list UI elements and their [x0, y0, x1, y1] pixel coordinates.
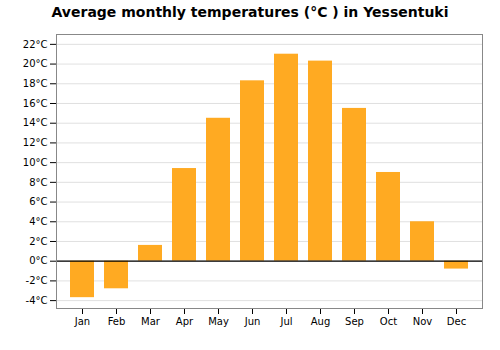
svg-text:Mar: Mar [141, 316, 161, 327]
svg-text:Apr: Apr [176, 316, 194, 327]
svg-text:Jul: Jul [279, 316, 292, 327]
svg-text:6°C: 6°C [29, 196, 47, 207]
html-text:Average monthly temperatures (: Average monthly temperatures (°C ) in Ye… [51, 4, 449, 20]
svg-text:Oct: Oct [380, 316, 397, 327]
svg-text:18°C: 18°C [23, 78, 48, 89]
svg-text:14°C: 14°C [23, 117, 48, 128]
svg-text:2°C: 2°C [29, 236, 47, 247]
svg-text:Dec: Dec [447, 316, 466, 327]
svg-text:22°C: 22°C [23, 39, 48, 50]
svg-text:16°C: 16°C [23, 98, 48, 109]
svg-text:Feb: Feb [108, 316, 126, 327]
svg-text:Nov: Nov [413, 316, 433, 327]
svg-text:12°C: 12°C [23, 137, 48, 148]
svg-text:-4°C: -4°C [26, 295, 48, 306]
svg-text:4°C: 4°C [29, 216, 47, 227]
svg-text:May: May [208, 316, 229, 327]
svg-text:Jan: Jan [74, 316, 90, 327]
svg-text:20°C: 20°C [23, 58, 48, 69]
svg-text:Sep: Sep [345, 316, 364, 327]
svg-text:0°C: 0°C [29, 255, 47, 266]
svg-text:Jun: Jun [244, 316, 261, 327]
svg-text:10°C: 10°C [23, 157, 48, 168]
svg-text:8°C: 8°C [29, 177, 47, 188]
svg-text:Aug: Aug [311, 316, 331, 327]
svg-text:-2°C: -2°C [26, 275, 48, 286]
